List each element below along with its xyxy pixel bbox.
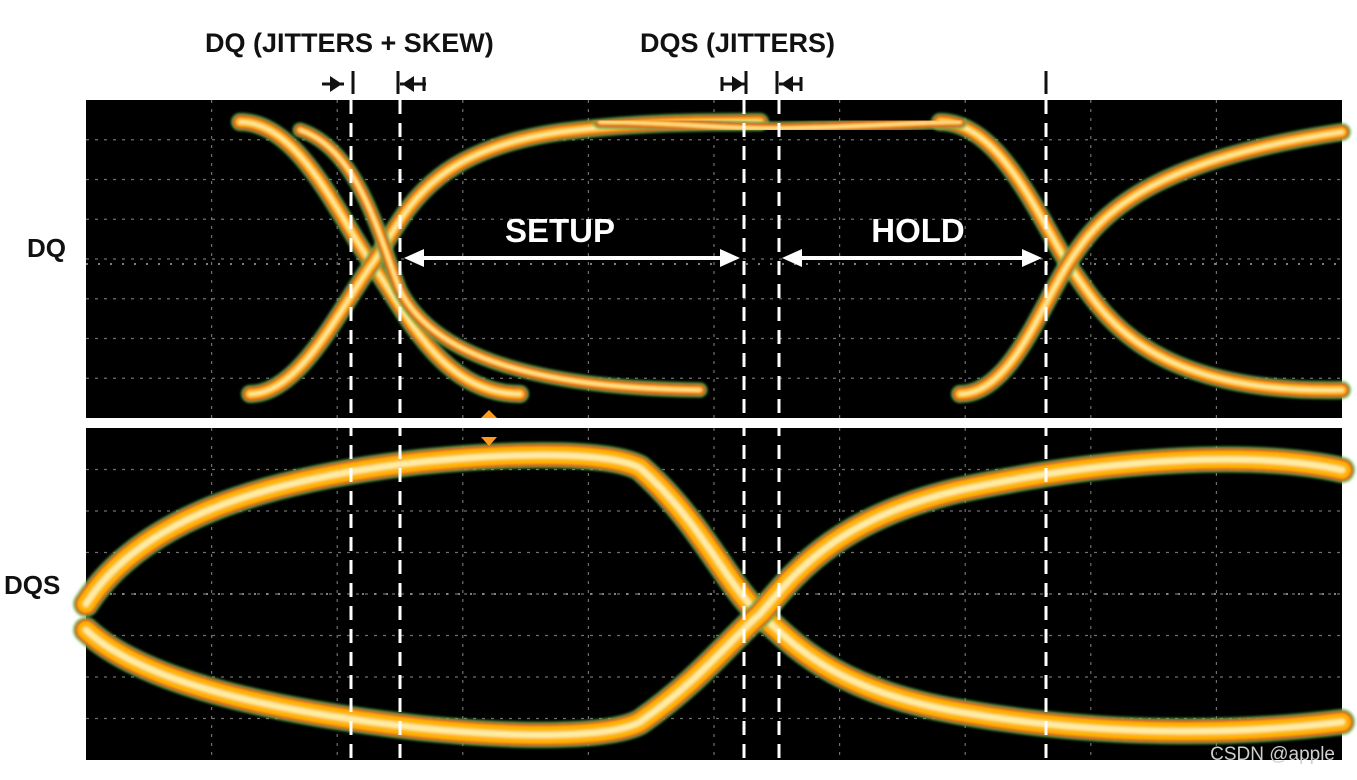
hold-arrow bbox=[782, 249, 1042, 267]
dqs-left-bracket-icon bbox=[720, 71, 748, 94]
jitter-bracket-markers bbox=[322, 71, 1048, 94]
hold-label: HOLD bbox=[871, 212, 965, 249]
dqs-right-bracket-icon bbox=[775, 71, 803, 94]
trigger-marker-bottom bbox=[481, 437, 497, 446]
dq-right-bracket-icon bbox=[396, 71, 426, 94]
dq-left-bracket-icon bbox=[322, 71, 355, 94]
dq-high-overlap-core bbox=[598, 120, 962, 130]
dqs-eye-lower-left-core bbox=[82, 456, 1346, 739]
dqs-eye-upper-left-core bbox=[82, 451, 1346, 735]
dq-rise-edge-c bbox=[951, 123, 1351, 403]
csdn-watermark: CSDN @apple bbox=[1210, 744, 1335, 765]
dqs-eye-lower-left bbox=[73, 446, 1355, 748]
dq-high-overlap bbox=[593, 115, 967, 136]
dqs-jitter-header: DQS (JITTERS) bbox=[640, 28, 836, 58]
timing-cursor-lines bbox=[349, 100, 1048, 760]
dq-signal-label: DQ bbox=[27, 233, 66, 263]
trigger-marker-top bbox=[481, 410, 497, 418]
dqs-eye-upper-left bbox=[73, 442, 1355, 745]
setup-arrow bbox=[404, 249, 740, 267]
dqs-eye-traces bbox=[73, 442, 1355, 748]
setup-label: SETUP bbox=[505, 212, 615, 249]
dq-jitter-skew-header: DQ (JITTERS + SKEW) bbox=[205, 28, 494, 58]
dq-rise-edge-c-core bbox=[958, 130, 1344, 396]
dqs-signal-label: DQS bbox=[4, 570, 61, 600]
dqs-eye-panel bbox=[73, 428, 1355, 760]
